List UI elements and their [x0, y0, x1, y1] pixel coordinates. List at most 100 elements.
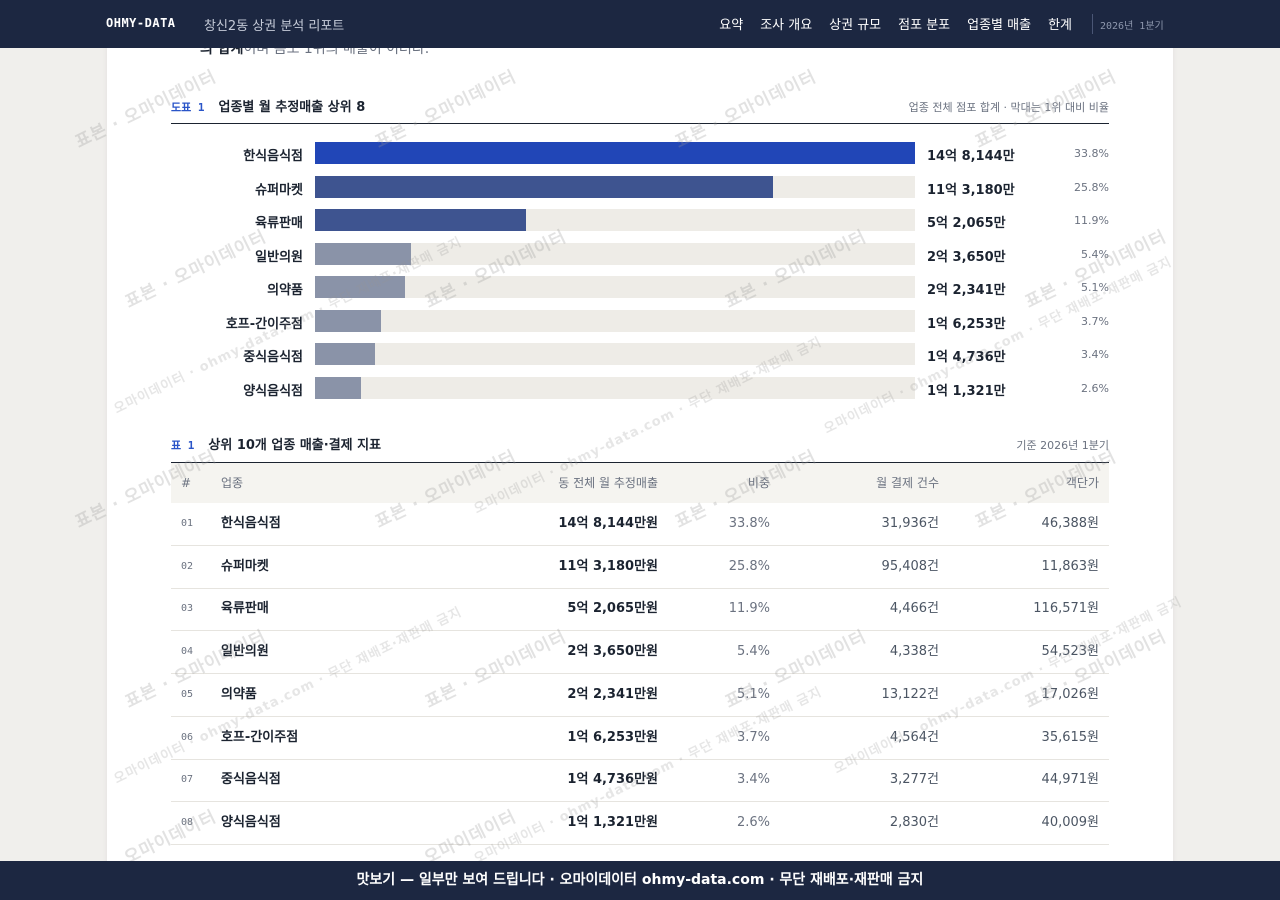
bar: [315, 209, 526, 231]
bar-category-label: 중식음식점: [243, 350, 303, 365]
bar: [315, 343, 375, 365]
row-rank: 08: [181, 816, 194, 828]
bar-value-label: 1억 1,321만: [927, 383, 1006, 399]
bar-share-label: 2.6%: [1081, 381, 1109, 395]
figure-number: 도표 1: [171, 101, 205, 114]
row-industry: 중식음식점: [221, 772, 281, 788]
row-industry: 한식음식점: [221, 516, 281, 531]
row-avg-spend: 17,026원: [1041, 686, 1099, 702]
row-share: 2.6%: [736, 814, 770, 830]
row-avg-spend: 46,388원: [1041, 516, 1099, 531]
row-sales: 1억 4,736만원: [567, 772, 658, 788]
bar-category-label: 육류판매: [255, 216, 303, 231]
bar-share-label: 3.4%: [1081, 348, 1109, 361]
table-row: 08 양식음식점 1억 1,321만원 2.6% 2,830건 40,009원: [171, 802, 1109, 845]
table-row: 04 일반의원 2억 3,650만원 5.4% 4,338건 54,523원: [171, 631, 1109, 675]
bar-value-label: 2억 2,341만: [927, 283, 1006, 298]
bar-category-label: 슈퍼마켓: [255, 182, 303, 198]
table-row: 05 의약품 2억 2,341만원 5.1% 13,122건 17,026원: [171, 674, 1109, 717]
row-share: 5.4%: [736, 644, 770, 660]
row-avg-spend: 44,971원: [1041, 772, 1099, 788]
bar-row: 의약품 2억 2,341만 5.1%: [171, 276, 1109, 298]
row-rank: 02: [181, 560, 194, 572]
row-payment-count: 31,936건: [881, 516, 939, 531]
nav-link-market-size[interactable]: 상권 규모: [829, 18, 882, 33]
bar-row: 일반의원 2억 3,650만 5.4%: [171, 242, 1109, 265]
bar-value-label: 1억 6,253만: [927, 316, 1006, 332]
row-industry: 일반의원: [221, 644, 269, 660]
row-industry: 의약품: [221, 686, 257, 702]
bar-track: [315, 209, 915, 231]
table-note: 기준 2026년 1분기: [1016, 439, 1109, 452]
bar-value-label: 5억 2,065만: [927, 216, 1006, 231]
col-header-avg: 객단가: [1065, 476, 1099, 490]
row-rank: 06: [181, 731, 194, 743]
period-label: 2026년 1분기: [1100, 21, 1164, 32]
nav-link-overview[interactable]: 조사 개요: [760, 18, 813, 33]
row-sales: 2억 3,650만원: [567, 644, 658, 660]
row-rank: 04: [181, 646, 194, 658]
bar-value-label: 2억 3,650만: [927, 249, 1006, 265]
row-rank: 01: [181, 518, 194, 529]
brand-logo[interactable]: OHMY-DATA: [106, 16, 176, 30]
figure-rule: [171, 123, 1109, 124]
bar-row: 슈퍼마켓 11억 3,180만 25.8%: [171, 175, 1109, 198]
bar-share-label: 33.8%: [1074, 147, 1109, 160]
figure-title: 업종별 월 추정매출 상위 8: [218, 100, 366, 115]
row-industry: 슈퍼마켓: [221, 558, 269, 574]
bar-row: 육류판매 5억 2,065만 11.9%: [171, 209, 1109, 231]
row-share: 5.1%: [736, 686, 770, 702]
nav-link-limitations[interactable]: 한계: [1048, 18, 1072, 33]
bar-category-label: 한식음식점: [243, 149, 303, 164]
bar-track: [315, 343, 915, 365]
bar: [315, 309, 381, 332]
bar-category-label: 양식음식점: [243, 383, 303, 399]
row-rank: 05: [181, 688, 194, 700]
row-avg-spend: 11,863원: [1041, 558, 1099, 574]
row-payment-count: 4,466건: [889, 601, 939, 617]
bar-share-label: 3.7%: [1081, 314, 1109, 328]
bar-category-label: 호프-간이주점: [225, 316, 303, 332]
top-nav: OHMY-DATA 창신2동 상권 분석 리포트 요약 조사 개요 상권 규모 …: [0, 0, 1280, 48]
row-avg-spend: 35,615원: [1041, 729, 1099, 745]
bar-share-label: 5.4%: [1081, 247, 1109, 261]
nav-link-store-distribution[interactable]: 점포 분포: [898, 18, 951, 33]
bar: [315, 276, 406, 298]
table-header: 표 1 상위 10개 업종 매출·결제 지표 기준 2026년 1분기: [171, 434, 1109, 453]
table-number: 표 1: [171, 439, 195, 452]
row-payment-count: 4,338건: [889, 644, 939, 660]
row-share: 3.4%: [736, 772, 770, 788]
bar-value-label: 1억 4,736만: [927, 350, 1006, 365]
nav-divider: [1092, 14, 1093, 34]
bar: [315, 175, 774, 198]
row-sales: 2억 2,341만원: [567, 686, 658, 702]
col-header-num: #: [181, 476, 192, 490]
table-row: 01 한식음식점 14억 8,144만원 33.8% 31,936건 46,388원: [171, 503, 1109, 546]
row-payment-count: 95,408건: [881, 558, 939, 574]
bar-row: 한식음식점 14억 8,144만 33.8%: [171, 142, 1109, 164]
bar-track: [315, 276, 915, 298]
row-industry: 양식음식점: [221, 814, 281, 830]
row-sales: 14억 8,144만원: [558, 516, 658, 531]
bar: [315, 376, 361, 399]
col-header-count: 월 결제 건수: [876, 476, 939, 490]
row-sales: 1억 1,321만원: [567, 814, 658, 830]
row-share: 3.7%: [736, 729, 770, 745]
bar-value-label: 11억 3,180만: [927, 182, 1015, 198]
nav-link-summary[interactable]: 요약: [719, 18, 744, 33]
row-avg-spend: 116,571원: [1033, 601, 1099, 617]
row-sales: 1억 6,253만원: [567, 729, 658, 745]
row-rank: 03: [181, 603, 194, 615]
row-industry: 호프-간이주점: [221, 729, 299, 745]
row-industry: 육류판매: [221, 601, 269, 617]
col-header-name: 업종: [221, 476, 244, 490]
row-rank: 07: [181, 774, 194, 786]
report-title: 창신2동 상권 분석 리포트: [204, 19, 345, 34]
row-payment-count: 13,122건: [881, 686, 939, 702]
nav-link-sales-by-industry[interactable]: 업종별 매출: [967, 18, 1032, 33]
bar: [315, 242, 411, 265]
bar-row: 양식음식점 1억 1,321만 2.6%: [171, 376, 1109, 399]
table-title: 상위 10개 업종 매출·결제 지표: [208, 438, 382, 453]
row-payment-count: 2,830건: [889, 814, 939, 830]
table-rule: [171, 462, 1109, 463]
